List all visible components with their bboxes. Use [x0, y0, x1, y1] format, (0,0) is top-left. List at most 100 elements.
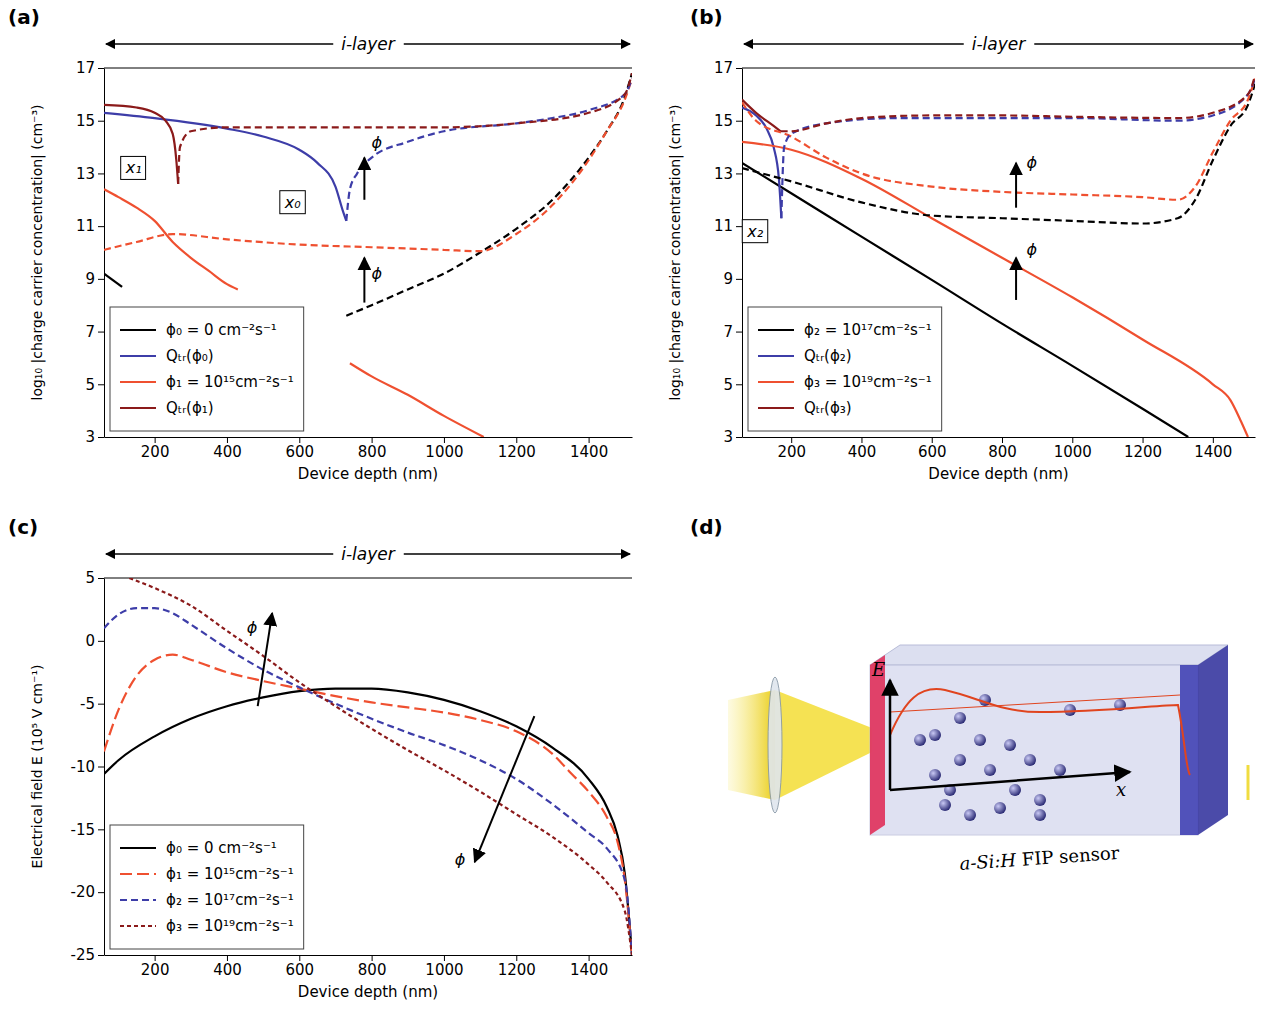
y-axis-title: Electrical field E (10⁵ V cm⁻¹): [29, 665, 45, 869]
axis-label: x: [1116, 779, 1126, 800]
charge-dot: [964, 809, 976, 821]
annotations: x₁x₀ϕϕ: [121, 133, 383, 302]
tick-label: 1200: [498, 443, 536, 461]
axis-line: [104, 579, 105, 956]
legend-label: Qₜᵣ(ϕ₁): [166, 399, 214, 417]
tick-label: -10: [71, 758, 96, 776]
plot-area: [104, 578, 632, 955]
tick: 1400: [570, 437, 608, 461]
electrode-front: [1180, 665, 1198, 835]
tick-mark: [736, 121, 742, 122]
plot-area: [104, 73, 632, 437]
panel-letter: (a): [8, 5, 40, 29]
field-curve: [890, 689, 1190, 775]
y-axis-title: log₁₀ |charge carrier concentration| (cm…: [29, 105, 46, 401]
tick: -10: [71, 758, 105, 776]
tick: 9: [723, 270, 742, 288]
region-label-bg: [964, 34, 1035, 54]
legend-label: ϕ₁ = 10¹⁵cm⁻²s⁻¹: [166, 373, 294, 391]
tick-label: 5: [723, 376, 733, 394]
tick: 1000: [1054, 437, 1092, 461]
tick-label: 17: [76, 59, 95, 77]
tick: -5: [80, 695, 104, 713]
charge-dot: [1004, 739, 1016, 751]
x-axis: 200400600800100012001400: [105, 437, 633, 461]
legend-swatch: [120, 847, 156, 849]
tick-label: 9: [723, 270, 733, 288]
axis-label: E: [871, 659, 885, 680]
tick: 400: [848, 437, 877, 461]
tick: 17: [714, 59, 742, 77]
legend-swatch: [120, 355, 156, 357]
sensor-label-part: FIP sensor: [1015, 842, 1120, 870]
tick-label: 800: [988, 443, 1017, 461]
tick: 600: [285, 437, 314, 461]
tick-label: -20: [71, 883, 96, 901]
tick-mark: [98, 767, 104, 768]
charge-dot: [929, 729, 941, 741]
legend-swatch: [120, 873, 156, 875]
frame-top: [742, 68, 1255, 69]
tick-label: 1400: [570, 443, 608, 461]
tick-label: 1000: [425, 961, 463, 979]
sensor-body: [870, 665, 1198, 835]
tick-label: 5: [85, 569, 95, 587]
annotation: ϕ: [247, 618, 258, 637]
tick: 13: [714, 165, 742, 183]
figure: 200400600800100012001400357911131517x₁x₀…: [0, 0, 1271, 1030]
tick: 7: [85, 323, 104, 341]
tick: -15: [71, 821, 105, 839]
tick: 1200: [498, 955, 536, 979]
tick-mark: [98, 704, 104, 705]
series-line: [742, 142, 1248, 437]
tick: 800: [988, 437, 1017, 461]
tick-label: 5: [85, 376, 95, 394]
tick: 3: [723, 428, 742, 446]
frame-top: [104, 68, 632, 69]
annotation-box: x₀: [280, 191, 305, 214]
annotation: x₁: [125, 158, 142, 177]
series-line: [781, 79, 1255, 219]
electrode-left: [870, 655, 885, 835]
tick: -20: [71, 883, 105, 901]
tick-mark: [736, 384, 742, 385]
tick: 1000: [425, 437, 463, 461]
annotation-box: x₁: [121, 156, 146, 179]
tick-label: 11: [714, 217, 733, 235]
field-line: [890, 695, 1180, 712]
tick-mark: [98, 384, 104, 385]
region-label-bg: [333, 34, 404, 54]
tick-mark: [98, 829, 104, 830]
region-label: i-layer: [341, 34, 396, 54]
tick-label: 600: [285, 443, 314, 461]
arrow: [1015, 163, 1017, 208]
annotation: x₀: [284, 193, 301, 212]
arrow: [475, 716, 535, 862]
charge-dot: [929, 769, 941, 781]
legend: ϕ₀ = 0 cm⁻²s⁻¹ϕ₁ = 10¹⁵cm⁻²s⁻¹ϕ₂ = 10¹⁷c…: [110, 825, 304, 949]
light-exit: [1247, 765, 1250, 800]
tick-label: 0: [85, 632, 95, 650]
tick: 7: [723, 323, 742, 341]
axis-line: [105, 437, 633, 438]
charge-dot: [1054, 764, 1066, 776]
series-line: [104, 274, 122, 287]
legend-swatch: [120, 329, 156, 331]
legend-label: ϕ₃ = 10¹⁹cm⁻²s⁻¹: [804, 373, 932, 391]
annotation: ϕ: [1027, 240, 1038, 259]
legend-label: Qₜᵣ(ϕ₀): [166, 347, 214, 365]
tick: 0: [85, 632, 104, 650]
tick-mark: [98, 68, 104, 69]
charge-dot: [994, 802, 1006, 814]
tick: 400: [213, 955, 242, 979]
tick: 9: [85, 270, 104, 288]
tick-label: 7: [85, 323, 95, 341]
legend-label: ϕ₂ = 10¹⁷cm⁻²s⁻¹: [804, 321, 932, 339]
tick-label: 600: [285, 961, 314, 979]
series-line: [346, 73, 632, 315]
panel-letter: (d): [690, 515, 723, 539]
charge-dot: [954, 712, 966, 724]
charge-dot: [954, 754, 966, 766]
series-line: [129, 578, 632, 955]
tick: 200: [141, 437, 170, 461]
